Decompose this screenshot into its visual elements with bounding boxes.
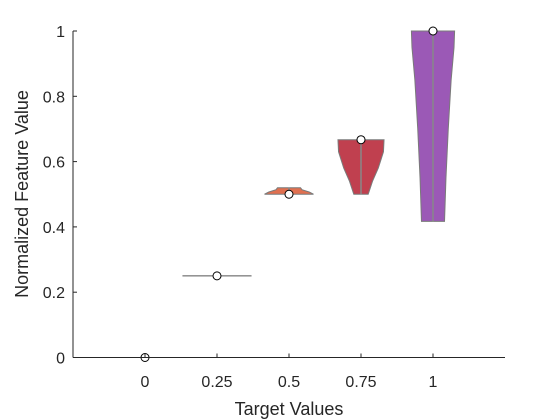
median-marker-2: [284, 189, 294, 199]
x-tick-labels: 0 0.25 0.5 0.75 1: [141, 353, 438, 391]
x-tick-label-2: 0.5: [278, 374, 300, 391]
y-tick-label-4: 0.8: [43, 89, 65, 106]
x-tick-label-1: 0.25: [201, 374, 232, 391]
median-marker-4: [428, 26, 438, 36]
plot-area: [110, 26, 456, 362]
x-tick-label-4: 1: [429, 374, 438, 391]
y-tick-label-0: 0: [56, 351, 65, 368]
x-tick-label-0: 0: [141, 374, 150, 391]
y-tick-label-2: 0.4: [43, 220, 65, 237]
x-tick-label-3: 0.75: [345, 374, 376, 391]
y-axis-title: Normalized Feature Value: [12, 90, 32, 298]
y-tick-label-3: 0.6: [43, 155, 65, 172]
y-tick-label-5: 1: [56, 24, 65, 41]
y-tick-labels: 0 0.2 0.4 0.6 0.8 1: [43, 24, 77, 368]
median-marker-3: [356, 135, 366, 145]
y-tick-label-1: 0.2: [43, 285, 65, 302]
x-axis-title: Target Values: [235, 399, 344, 419]
median-marker-1: [212, 271, 222, 281]
